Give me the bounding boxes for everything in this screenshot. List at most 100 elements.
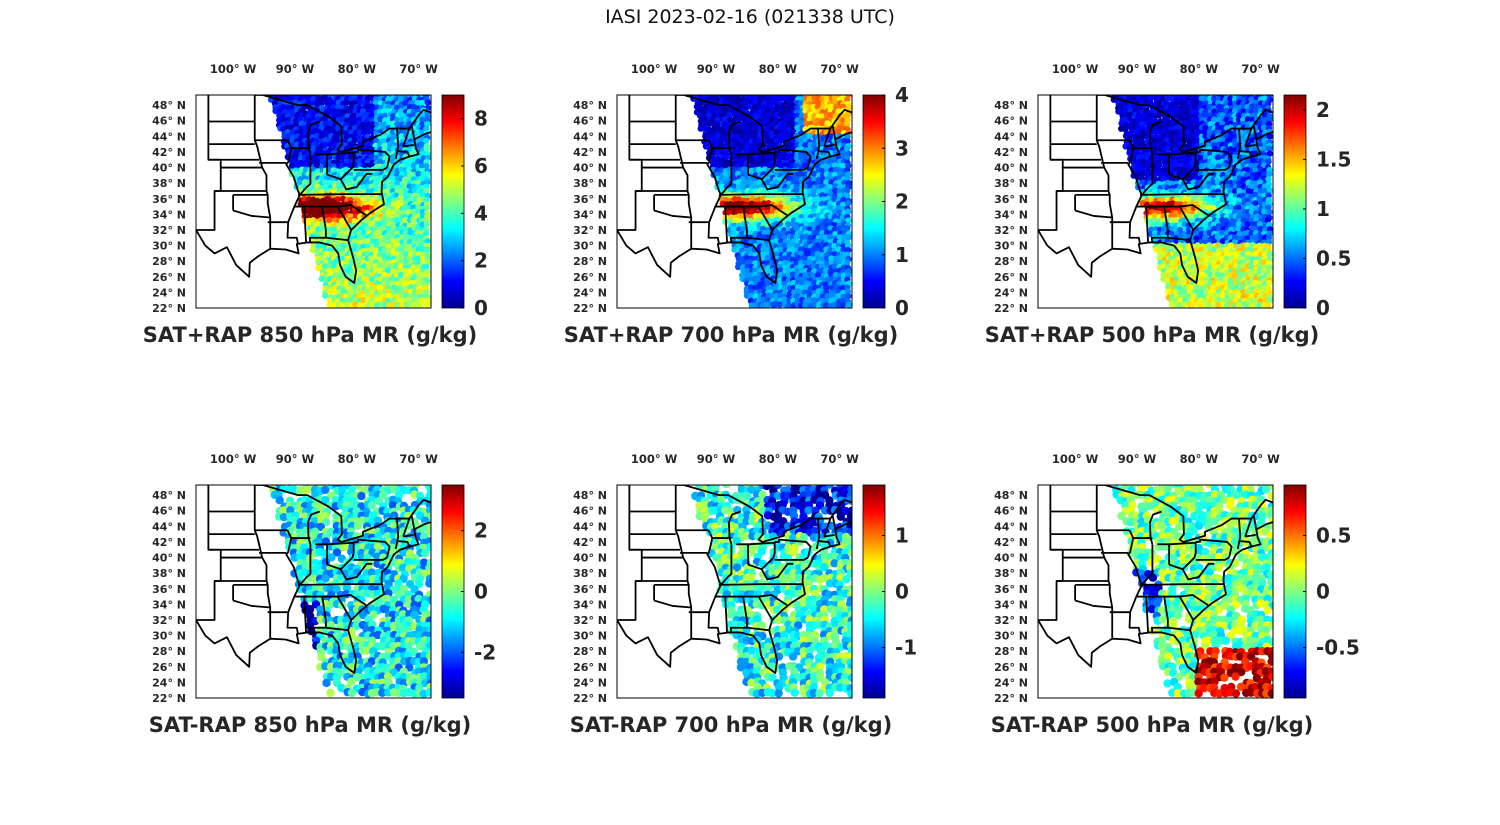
swath-dot <box>764 279 771 287</box>
swath-dot <box>797 263 805 270</box>
swath-dot <box>802 204 809 212</box>
swath-dot <box>338 217 346 225</box>
swath-dot <box>722 116 729 123</box>
map-figure: 100° W 90° W 80° W 70° W48° N46° N44° N42° … <box>994 62 1351 320</box>
boundary-line <box>815 128 821 160</box>
swath-dot <box>1266 145 1273 152</box>
swath-dot <box>1266 264 1273 271</box>
lat-tick-label: 30° N <box>994 240 1028 253</box>
swath-dot <box>407 133 414 140</box>
swath-dot <box>1228 263 1235 270</box>
swath-dot <box>327 141 334 148</box>
map-panel-diff-850: 100° W 90° W 80° W 70° W 48° N 46° N 44° N 42° … <box>140 452 496 785</box>
swath-dot <box>351 218 359 225</box>
lat-tick-label: 24° N <box>152 286 186 299</box>
swath-dot <box>1265 279 1273 287</box>
boundary-line <box>719 193 768 196</box>
swath-dot <box>734 263 742 271</box>
swath-dot <box>1240 250 1247 258</box>
swath-dot <box>806 238 814 245</box>
swath-dot <box>356 251 364 258</box>
swath-dot <box>806 95 813 103</box>
map-figure: 100° W 90° W 80° W 70° W48° N46° N44° N42° … <box>152 452 496 705</box>
swath-dot <box>1173 112 1180 120</box>
boundary-line <box>1150 206 1169 244</box>
swath-dot <box>309 225 317 232</box>
lat-tick-label: 40° N <box>994 162 1028 175</box>
swath-dot <box>1223 116 1230 124</box>
swath-dot <box>1214 292 1222 299</box>
swath-dot <box>1231 234 1239 241</box>
colorbar-tick-label: 2 <box>474 249 488 273</box>
swath-dot <box>327 288 334 295</box>
swath-dot <box>1266 150 1273 157</box>
swath-dot <box>397 96 405 103</box>
swath-dot <box>818 113 826 120</box>
swath-dot <box>823 217 830 225</box>
swath-dot <box>398 254 405 262</box>
swath-dot <box>326 267 333 275</box>
swath-dot <box>755 166 763 173</box>
lat-tick-label: 44° N <box>152 520 186 533</box>
lat-tick-label: 24° N <box>152 676 186 689</box>
swath-dot <box>1211 225 1218 233</box>
swath-dot <box>726 111 733 119</box>
swath-dot <box>764 268 772 275</box>
swath-dot <box>423 204 431 211</box>
swath-dot <box>305 188 313 195</box>
swath-dot <box>789 116 797 124</box>
swath-dot <box>339 251 346 258</box>
swath-dot <box>794 124 801 131</box>
lat-tick-label: 42° N <box>573 146 607 159</box>
boundary-line <box>308 206 327 244</box>
boundary-line <box>760 172 794 191</box>
swath-dot <box>845 217 852 224</box>
swath-dot <box>1244 279 1251 287</box>
lon-tick-label: 90° W <box>276 62 315 76</box>
swath-dot <box>1118 120 1125 127</box>
lat-tick-label: 46° N <box>152 505 186 518</box>
swath-dot <box>398 188 405 195</box>
swath-dot <box>1248 302 1255 308</box>
swath-dot <box>806 133 813 140</box>
boundary-line <box>728 120 741 155</box>
swath-dot <box>844 96 851 103</box>
boundary-line <box>285 139 301 245</box>
swath-dot <box>802 242 810 250</box>
swath-dot <box>835 246 842 253</box>
boundary-line <box>617 95 852 284</box>
lon-tick-label: 90° W <box>697 62 736 76</box>
lat-tick-label: 32° N <box>573 224 607 237</box>
map-frame <box>195 94 432 309</box>
boundary-line <box>303 206 307 243</box>
swath-dot <box>843 120 851 128</box>
swath-dot <box>731 246 738 253</box>
swath-dot <box>373 200 380 207</box>
swath-dot <box>381 145 388 152</box>
swath-dot <box>418 238 426 245</box>
swath-dot <box>1227 95 1234 102</box>
swath-dot <box>1193 247 1200 254</box>
boundary-line <box>1168 151 1197 181</box>
swath-dot <box>1261 208 1268 215</box>
lon-tick-label: 90° W <box>1118 62 1157 76</box>
swath-dot <box>343 99 350 106</box>
boundary-line <box>402 128 411 147</box>
boundary-line <box>410 126 416 140</box>
swath-dot <box>793 233 801 241</box>
boundary-line <box>1236 128 1242 160</box>
swath-dot <box>845 301 852 308</box>
swath-dot <box>845 104 852 111</box>
boundary-line <box>1167 236 1190 242</box>
swath-dot <box>789 271 797 278</box>
swath-dot <box>389 158 396 165</box>
boundary-line <box>196 95 431 284</box>
lat-tick-label: 48° N <box>994 99 1028 112</box>
swath-dot <box>823 179 830 186</box>
swath-dot <box>752 99 759 106</box>
swath-dot <box>402 100 409 107</box>
swath-dot <box>835 292 842 300</box>
lat-tick-label: 44° N <box>152 130 186 143</box>
swath-dot <box>828 179 835 186</box>
lat-tick-label: 36° N <box>152 583 186 596</box>
